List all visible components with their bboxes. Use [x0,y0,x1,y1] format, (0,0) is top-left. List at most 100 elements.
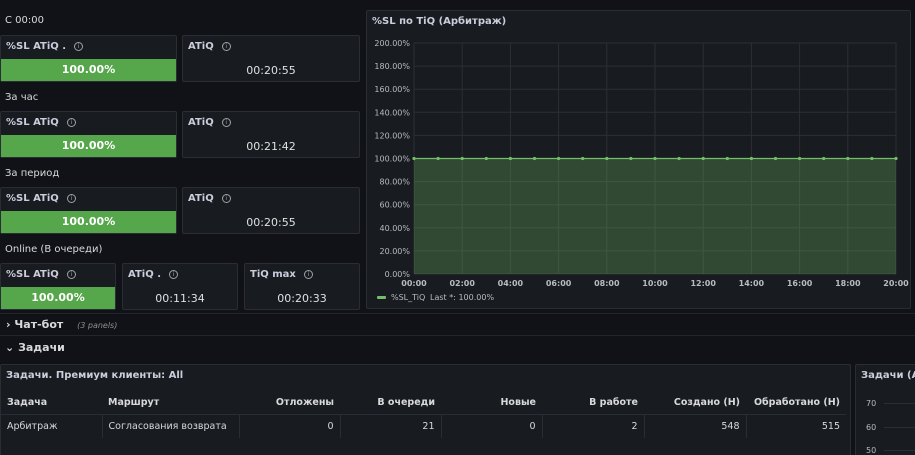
column-header-in-queue[interactable]: В очереди [340,392,441,415]
legend-stat: Last *: 100.00% [430,293,494,302]
right-panel-title: Задачи (Ар [861,370,915,381]
sl-gauge-bar: 100.00% [1,287,115,309]
table-row: Арбитраж Согласования возврата 0 21 0 2 … [1,414,846,438]
data-point [460,156,464,161]
data-point [725,156,729,161]
y-tick-label: 60 [866,423,877,432]
chevron-right-icon: › [6,318,11,331]
table-header-row: Задача Маршрут Отложены В очереди Новые … [1,392,846,415]
info-icon[interactable]: i [221,117,231,127]
atiq-value: 00:11:34 [155,292,205,305]
x-tick-label: 16:00 [787,279,813,288]
y-tick-label: 70 [866,399,877,408]
grid-line [884,403,915,404]
tiq-max-value: 00:20:33 [277,292,327,305]
data-point [605,156,609,161]
panel-title: ATiQ [188,41,214,52]
y-tick-label: 0.00% [385,270,411,279]
sl-value: 100.00% [31,291,85,304]
data-point [749,156,753,161]
panel-title: %SL ATiQ . [6,41,67,52]
section-label-since-midnight: С 00:00 [5,15,44,26]
x-tick-label: 10:00 [642,279,668,288]
column-header-new[interactable]: Новые [441,392,542,415]
table-cell: 0 [441,414,543,438]
table-cell: 2 [542,414,645,438]
x-tick-label: 06:00 [546,279,572,288]
info-icon[interactable]: i [74,41,84,51]
column-header-in-progress[interactable]: В работе [542,392,644,415]
panel-title: %SL ATiQ [6,193,59,204]
data-point [412,156,416,161]
table-panel-title: Задачи. Премиум клиенты: All [6,370,184,381]
series-area [414,158,896,274]
row-divider [0,313,915,314]
y-tick-label: 80.00% [379,178,410,187]
info-icon[interactable]: i [221,193,231,203]
x-tick-label: 04:00 [498,279,524,288]
column-header-created[interactable]: Создано (Н) [644,392,746,415]
table-cell: 515 [821,420,840,432]
tasks-arbitrage-chart-panel: Задачи (Ар 70 60 50 [855,364,915,455]
data-point [508,156,512,161]
info-icon[interactable]: i [66,117,76,127]
grid-line [884,450,915,451]
sl-tiq-chart-panel: %SL по TiQ (Арбитраж) 0.00% 20.00% 40.00% 6… [366,10,911,309]
sl-value: 100.00% [61,215,116,228]
info-icon[interactable]: i [303,269,313,279]
chevron-down-icon: ⌄ [5,341,15,354]
data-point [894,156,898,161]
section-label-per-hour: За час [5,92,39,103]
x-tick-label: 02:00 [449,279,475,288]
section-label-per-period: За период [5,168,60,179]
atiq-value: 00:20:55 [246,216,296,229]
panel-title: TiQ max [250,269,296,280]
column-header-task[interactable]: Задача [1,392,102,415]
row-toggle-chatbot[interactable]: › Чат-бот (3 panels) [6,318,117,331]
data-point [436,156,440,161]
sl-gauge-bar: 100.00% [1,211,176,233]
panel-title: ATiQ [188,117,214,128]
info-icon[interactable]: i [169,269,178,279]
grid-line [884,427,915,428]
atiq-panel-since-midnight: ATiQ i 00:20:55 [182,35,360,82]
info-icon[interactable]: i [221,41,231,51]
row-panel-count: (3 panels) [77,321,118,330]
legend-series-name: %SL_TiQ [391,293,425,302]
data-point [532,156,537,161]
x-tick-label: 18:00 [835,279,861,288]
column-header-processed[interactable]: Обработано (Н) [746,392,846,415]
tasks-table: Задача Маршрут Отложены В очереди Новые … [1,392,846,438]
row-label: Чат-бот [14,318,64,331]
column-header-postponed[interactable]: Отложены [239,392,340,415]
chart-panel-title: %SL по TiQ (Арбитраж) [372,16,507,27]
panel-title: ATiQ . [128,269,161,280]
data-point [581,156,585,161]
y-tick-label: 180.00% [374,62,410,71]
x-tick-label: 20:00 [883,279,909,288]
y-tick-label: 20.00% [379,247,410,256]
data-point [846,156,850,161]
y-tick-label: 60.00% [379,201,410,210]
y-tick-label: 50 [866,446,877,455]
info-icon[interactable]: i [66,193,76,203]
panel-title: ATiQ [188,193,214,204]
column-header-route[interactable]: Маршрут [102,392,239,415]
data-point [629,156,633,161]
y-tick-label: 100.00% [374,155,410,164]
sl-value: 100.00% [61,63,116,76]
x-tick-label: 08:00 [594,279,620,288]
sl-gauge-bar: 100.00% [1,59,176,81]
y-tick-label: 40.00% [379,224,410,233]
data-point [677,156,681,161]
table-cell: 0 [239,414,341,438]
data-point [798,156,802,161]
info-icon[interactable]: i [66,269,76,279]
atiq-panel-online: ATiQ . i 00:11:34 [122,263,238,310]
sl-value: 100.00% [61,139,116,152]
table-cell: Арбитраж [1,414,103,438]
row-toggle-tasks[interactable]: ⌄ Задачи [5,341,65,354]
data-point [701,156,705,161]
data-point [773,156,778,161]
x-tick-label: 00:00 [401,279,427,288]
